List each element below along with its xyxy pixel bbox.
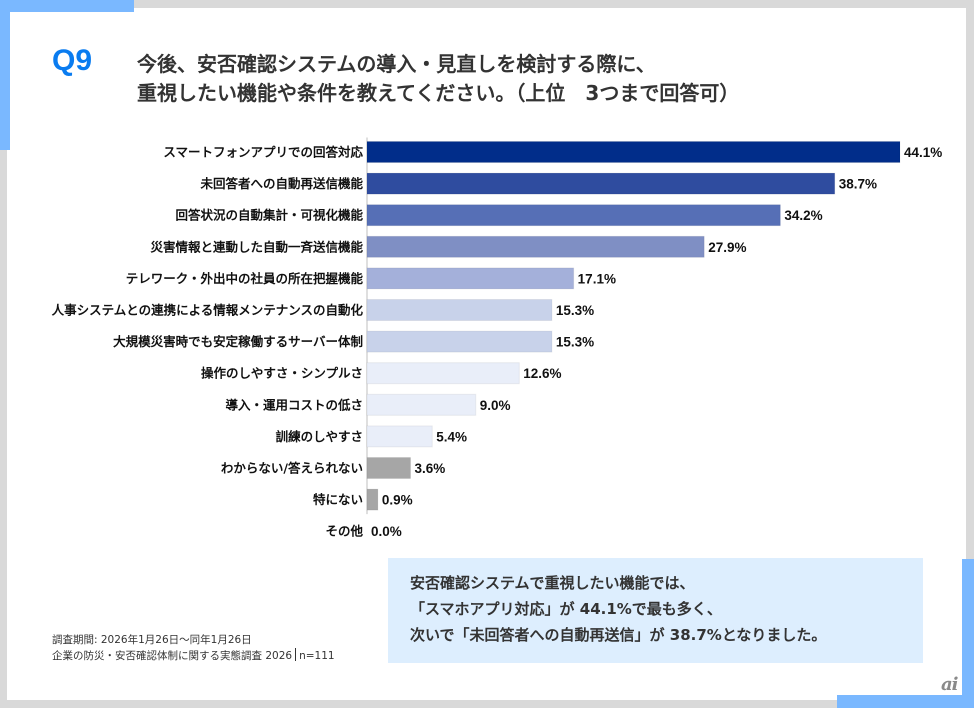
accent-bar-left [0,0,10,150]
survey-info: 企業の防災・安否確認体制に関する実態調査 2026 n=111 [52,648,335,664]
summary-line: 「スマホアプリ対応」が 44.1%で最も多く、 [410,600,722,618]
survey-name: 企業の防災・安否確認体制に関する実態調査 2026 [52,650,293,662]
ai-logo: ai [941,674,958,695]
accent-bar-right [962,559,974,708]
question-title-line: 重視したい機能や条件を教えてください。（上位 3つまで回答可） [137,81,740,105]
summary-line: 安否確認システムで重視したい機能では、 [410,574,695,592]
accent-bar-bottom-right [837,695,974,708]
survey-period: 調査期間: 2026年1月26日～同年1月26日 [52,634,252,646]
question-title: 今後、安否確認システムの導入・見直しを検討する際に、 重視したい機能や条件を教え… [137,50,897,108]
question-number: Q9 [52,44,93,77]
accent-bar-top-left [0,0,134,12]
summary-box: 安否確認システムで重視したい機能では、 「スマホアプリ対応」が 44.1%で最も… [388,558,923,663]
separator [295,648,297,661]
summary-line: 次いで「未回答者への自動再送信」が 38.7%となりました。 [410,626,827,644]
sample-size: n=111 [299,650,335,662]
survey-footer: 調査期間: 2026年1月26日～同年1月26日 企業の防災・安否確認体制に関す… [52,632,335,664]
question-title-line: 今後、安否確認システムの導入・見直しを検討する際に、 [137,52,656,76]
